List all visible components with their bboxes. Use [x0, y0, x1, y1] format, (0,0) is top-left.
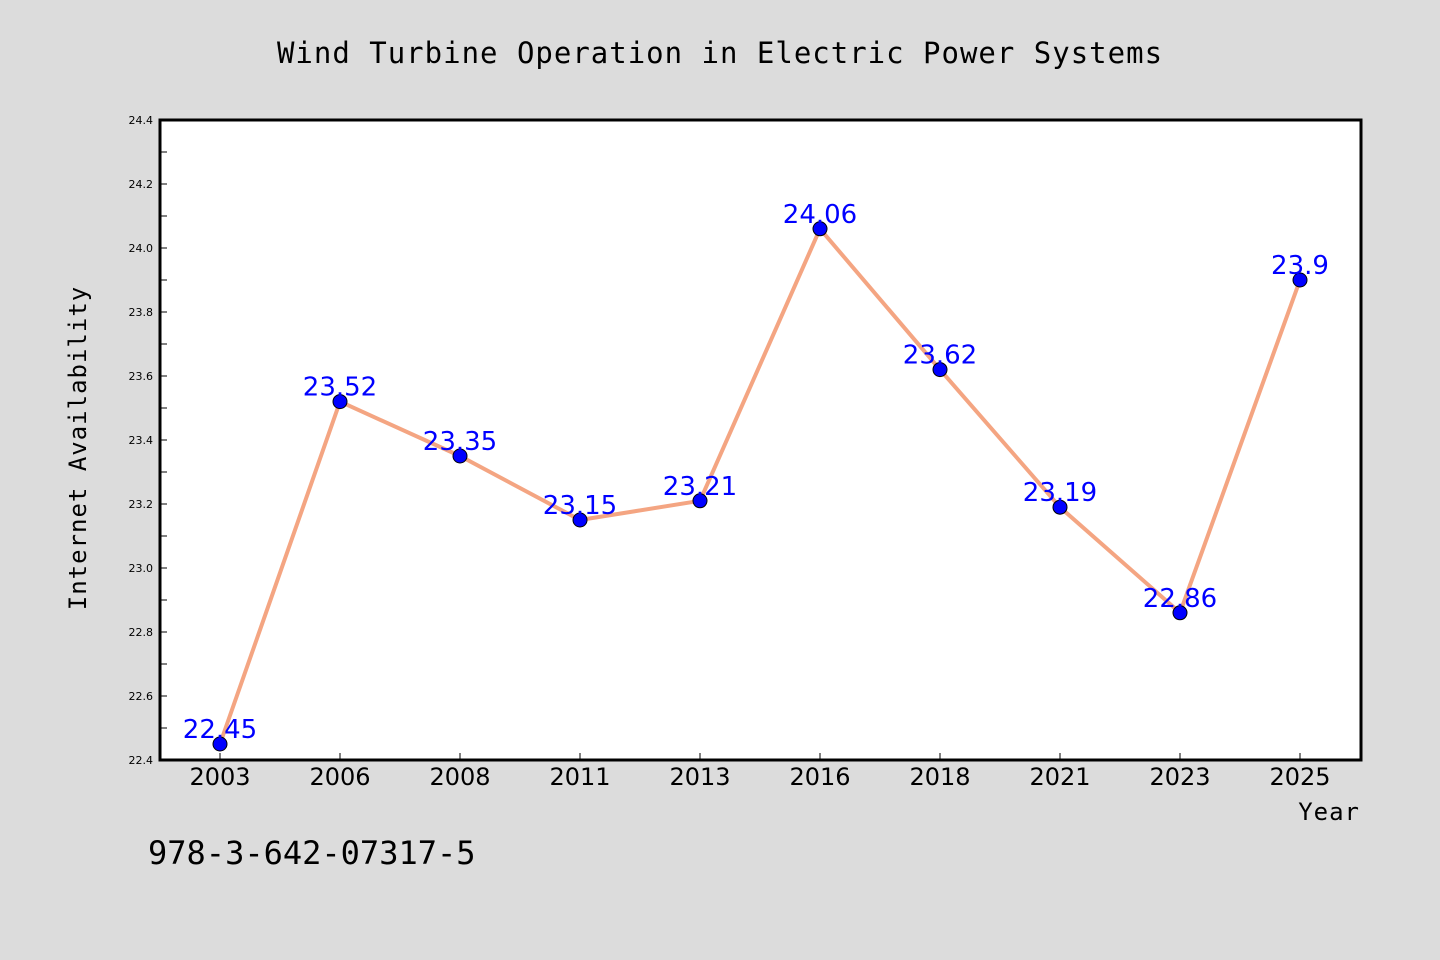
plot-area: [158, 118, 1363, 762]
data-label: 23.21: [663, 472, 737, 502]
y-tick-label: 24.2: [129, 178, 154, 191]
chart-title: Wind Turbine Operation in Electric Power…: [277, 36, 1163, 70]
x-axis-title: Year: [1298, 798, 1360, 826]
data-label: 23.15: [543, 491, 617, 521]
data-label: 24.06: [783, 200, 857, 230]
x-tick-label: 2016: [789, 763, 850, 791]
y-tick-label: 22.8: [129, 626, 154, 639]
x-tick-label: 2013: [669, 763, 730, 791]
y-tick-label: 24.0: [129, 242, 154, 255]
data-point: [212, 736, 228, 752]
y-tick-label: 23.8: [129, 306, 154, 319]
data-point: [572, 512, 588, 528]
y-axis-title: Internet Availability: [64, 286, 92, 610]
data-label: 23.19: [1023, 478, 1097, 508]
data-label: 22.86: [1143, 584, 1217, 614]
data-point: [692, 493, 708, 509]
y-tick-label: 22.4: [129, 754, 154, 767]
x-tick-label: 2018: [909, 763, 970, 791]
y-tick-label: 22.6: [129, 690, 154, 703]
data-label: 23.9: [1271, 251, 1329, 281]
y-tick-label: 23.6: [129, 370, 154, 383]
y-tick-label: 23.2: [129, 498, 154, 511]
data-point: [1172, 605, 1188, 621]
x-tick-label: 2008: [429, 763, 490, 791]
data-point: [1292, 272, 1308, 288]
series-layer: 22.45 23.52 23.35 23.15 23.21 24.06 23.62 23.19…: [183, 200, 1329, 752]
y-tick-label: 23.0: [129, 562, 154, 575]
x-tick-label: 2011: [549, 763, 610, 791]
data-label: 22.45: [183, 715, 257, 745]
data-label: 23.62: [903, 341, 977, 371]
data-point: [1052, 499, 1068, 515]
y-tick-label: 23.4: [129, 434, 154, 447]
y-tick-label: 24.4: [129, 114, 154, 127]
x-axis: 2003 2006 2008 2011 2013 2016 2018 2021 2023 2025: [189, 753, 1331, 791]
y-axis: 22.4 22.6 22.8 23.0 23.2 23.4 23.6 23.8 24.0 24.2…: [129, 114, 167, 767]
data-point: [332, 394, 348, 410]
data-label: 23.52: [303, 373, 377, 403]
x-tick-label: 2025: [1269, 763, 1330, 791]
data-point: [812, 221, 828, 237]
data-label: 23.35: [423, 427, 497, 457]
x-tick-label: 2021: [1029, 763, 1090, 791]
isbn-text: 978-3-642-07317-5: [148, 834, 476, 872]
data-point: [932, 362, 948, 378]
series-line: [218, 226, 1302, 745]
x-tick-label: 2006: [309, 763, 370, 791]
x-tick-label: 2003: [189, 763, 250, 791]
data-point: [452, 448, 468, 464]
x-tick-label: 2023: [1149, 763, 1210, 791]
